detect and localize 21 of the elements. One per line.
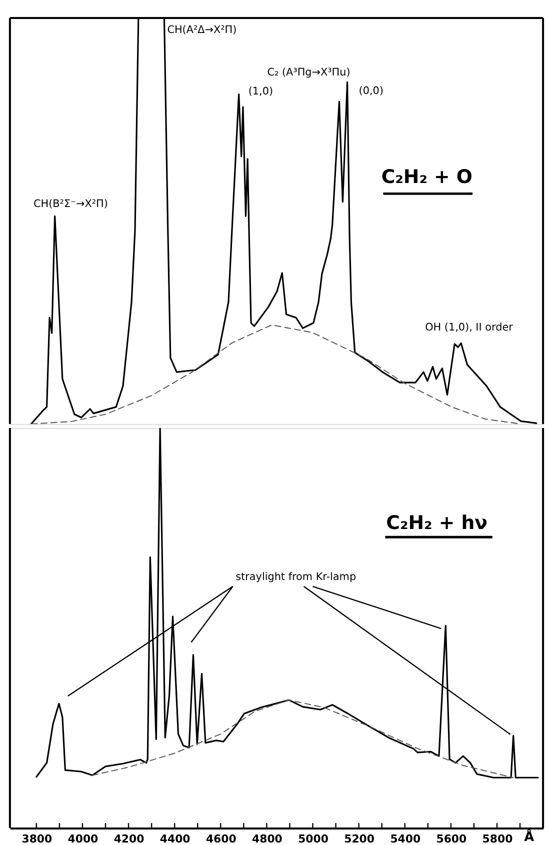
x-tick-label: 4800 — [252, 832, 283, 845]
text: C₂H₂ + hν — [386, 512, 488, 534]
annotation: OH (1,0), II order — [425, 321, 514, 334]
annotation: C₂ (A³Πg→X³Πu) — [267, 66, 350, 79]
x-tick-label: 4600 — [206, 832, 237, 845]
annotation: (0,0) — [358, 85, 384, 98]
x-axis-title: Å — [524, 828, 534, 845]
x-tick-label: 5400 — [390, 832, 421, 845]
x-tick-label: 5200 — [344, 832, 375, 845]
x-tick-label: 5000 — [298, 832, 329, 845]
text: C₂H₂ + O — [381, 166, 472, 188]
x-tick-label: 4400 — [160, 832, 191, 845]
x-tick-label: 5800 — [482, 832, 514, 845]
annotation: CH(B²Σ⁻→X²Π) — [34, 198, 108, 210]
x-tick-label: 5600 — [436, 832, 468, 845]
x-tick-label: 4000 — [68, 832, 99, 845]
x-tick-label: 3800 — [22, 832, 52, 845]
annotation: (1,0) — [248, 85, 274, 98]
x-tick-label: 4200 — [114, 832, 145, 845]
annotation: CH(A²Δ→X²Π) — [167, 24, 237, 36]
annotation: straylight from Kr-lamp — [236, 570, 356, 583]
